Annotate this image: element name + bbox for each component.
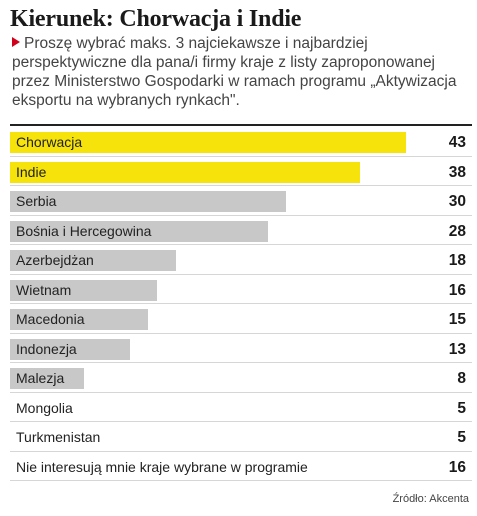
value-label: 15	[448, 311, 466, 328]
chart-row: Indonezja 13	[10, 334, 472, 363]
chart-subtitle: Proszę wybrać maks. 3 najciekawsze i naj…	[12, 34, 472, 110]
value-label: 5	[457, 399, 466, 417]
chart-row: Wietnam 16	[10, 275, 472, 304]
chart-title: Kierunek: Chorwacja i Indie	[10, 6, 302, 32]
row-separator	[10, 480, 472, 481]
row-separator	[10, 450, 472, 452]
row-separator	[10, 214, 472, 216]
category-label: Serbia	[16, 193, 57, 209]
bar	[10, 279, 158, 301]
bar	[10, 220, 268, 242]
chart-row: Bośnia i Hercegowina 28	[10, 216, 472, 245]
row-separator	[10, 303, 472, 304]
subtitle-text: Proszę wybrać maks. 3 najciekawsze i naj…	[12, 35, 457, 109]
category-label: Wietnam	[16, 281, 72, 298]
category-label: Chorwacja	[16, 134, 83, 150]
category-label: Mongolia	[16, 399, 73, 416]
row-separator	[10, 244, 472, 245]
row-separator	[10, 391, 472, 393]
bar	[10, 309, 148, 330]
value-label: 30	[448, 193, 466, 210]
source-note: Źródło: Akcenta	[392, 493, 469, 505]
value-label: 43	[448, 134, 466, 151]
bar	[10, 132, 406, 153]
bar	[10, 161, 360, 183]
chart-row: Turkmenistan 5	[10, 422, 472, 452]
category-label: Malezja	[16, 370, 65, 386]
triangle-marker-icon	[12, 37, 20, 47]
chart-row: Macedonia 15	[10, 304, 472, 334]
value-label: 16	[448, 458, 466, 476]
chart-row: Azerbejdżan 18	[10, 245, 472, 275]
category-label: Azerbejdżan	[16, 252, 94, 268]
bar	[10, 250, 176, 271]
value-label: 13	[448, 340, 466, 358]
row-separator	[10, 185, 472, 186]
bar	[10, 338, 130, 360]
chart-top-rule	[10, 124, 472, 126]
category-label: Macedonia	[16, 311, 85, 327]
value-label: 38	[448, 163, 466, 181]
category-label: Turkmenistan	[16, 429, 101, 445]
category-label: Bośnia i Hercegowina	[16, 222, 152, 239]
row-separator	[10, 362, 472, 363]
row-separator	[10, 332, 472, 334]
chart-row: Nie interesują mnie kraje wybrane w prog…	[10, 452, 472, 481]
value-label: 5	[457, 429, 466, 446]
chart-row: Chorwacja 43	[10, 127, 472, 157]
chart-row: Malezja 8	[10, 363, 472, 393]
chart-row: Serbia 30	[10, 186, 472, 216]
row-separator	[10, 421, 472, 422]
bar	[10, 191, 286, 212]
value-label: 18	[448, 252, 466, 269]
category-label: Nie interesują mnie kraje wybrane w prog…	[16, 458, 308, 475]
value-label: 8	[457, 370, 466, 387]
value-label: 28	[448, 222, 466, 240]
row-separator	[10, 273, 472, 275]
value-label: 16	[448, 281, 466, 299]
chart-row: Mongolia 5	[10, 393, 472, 422]
category-label: Indonezja	[16, 340, 77, 357]
row-separator	[10, 155, 472, 157]
category-label: Indie	[16, 163, 47, 180]
chart-row: Indie 38	[10, 157, 472, 186]
bar	[10, 368, 84, 389]
